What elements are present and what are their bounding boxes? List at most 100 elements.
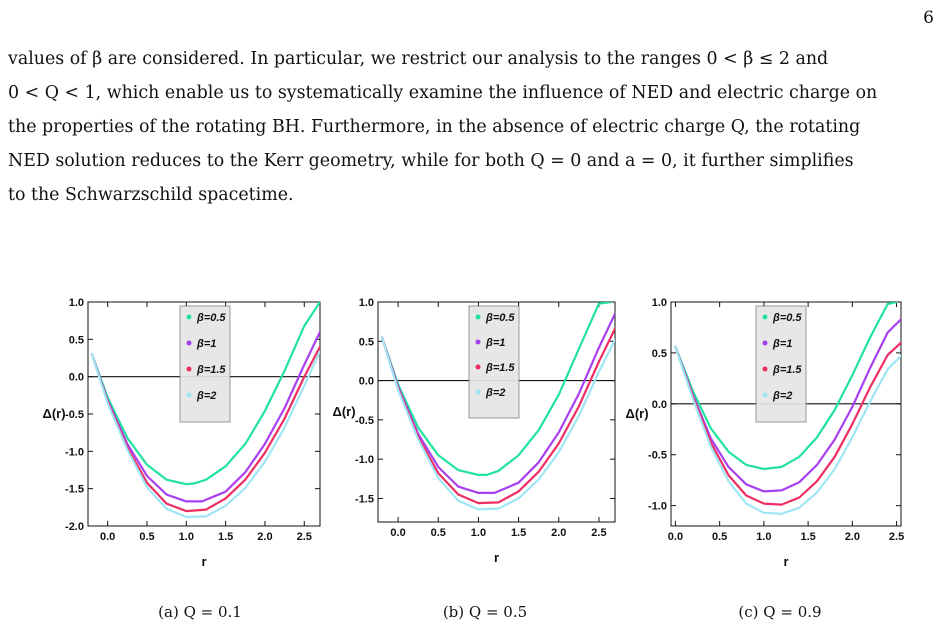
legend-marker	[186, 392, 192, 398]
page-number: 6	[923, 8, 934, 28]
paragraph-line: to the Schwarzschild spacetime.	[8, 185, 294, 205]
plot-frame	[377, 301, 616, 523]
legend-box	[755, 305, 807, 423]
legend-marker	[475, 339, 481, 345]
legend-marker	[186, 340, 192, 346]
legend-marker	[762, 366, 768, 372]
y-tick-label: 0.0	[652, 399, 667, 411]
y-axis-label: Δ(r)	[42, 406, 65, 421]
legend-label: β=0.5	[485, 312, 515, 324]
x-tick-label: 1.5	[218, 531, 233, 543]
figure-caption-b: (b) Q = 0.5	[442, 603, 528, 621]
legend-label: β=2	[772, 390, 792, 402]
legend-marker	[186, 366, 192, 372]
y-tick-label: -0.5	[648, 450, 667, 462]
x-axis-label: r	[494, 550, 499, 565]
series-line	[90, 302, 320, 486]
y-tick-label: 0.5	[69, 334, 84, 346]
series-line	[380, 336, 615, 511]
legend-label: β=1	[772, 338, 792, 350]
x-tick-label: 0.5	[431, 527, 446, 539]
x-tick-label: 1.5	[800, 531, 815, 543]
legend-label: β=1	[485, 337, 505, 349]
series-line	[674, 341, 901, 506]
x-tick-label: 2.5	[591, 527, 606, 539]
chart-a: 0.0 0.5 1.0 1.5 2.0 2.5 1.0 0.5 0.0 -0.5 -1.0 -1.5 -…	[42, 297, 321, 569]
y-tick-label: -0.5	[355, 415, 374, 427]
x-tick-label: 1.0	[179, 531, 194, 543]
legend-marker	[475, 314, 481, 320]
series-line	[674, 318, 901, 493]
y-tick-label: 0.0	[359, 376, 374, 388]
x-tick-label: 0.0	[390, 527, 405, 539]
legend-box	[179, 305, 231, 423]
legend-label: β=1	[196, 338, 216, 350]
y-axis-label: Δ(r)	[332, 404, 355, 419]
y-tick-label: -1.5	[355, 493, 374, 505]
legend-marker	[762, 314, 768, 320]
paragraph-line: 0 < Q < 1, which enable us to systematic…	[8, 83, 878, 103]
legend-marker	[475, 389, 481, 395]
body-paragraph: values of β are considered. In particula…	[8, 42, 936, 212]
chart-b: 0.0 0.5 1.0 1.5 2.0 2.5 1.0 0.5 0.0 -0.5 -1.0 -1.5 β…	[332, 297, 616, 565]
x-tick-label: 2.0	[845, 531, 860, 543]
x-tick-label: 1.5	[511, 527, 526, 539]
x-axis-label: r	[201, 554, 206, 569]
legend-label: β=2	[196, 390, 216, 402]
x-tick-label: 0.0	[100, 531, 115, 543]
y-tick-label: -1.0	[648, 501, 667, 513]
y-tick-label: 0.0	[69, 372, 84, 384]
series-group	[674, 302, 901, 515]
legend-label: β=1.5	[772, 364, 802, 376]
legend-label: β=1.5	[485, 362, 515, 374]
y-tick-label: -0.5	[65, 409, 84, 421]
x-tick-label: 1.0	[756, 531, 771, 543]
x-tick-label: 2.0	[551, 527, 566, 539]
legend-marker	[475, 364, 481, 370]
series-line	[90, 330, 320, 503]
series-group	[380, 302, 615, 511]
y-tick-label: 1.0	[69, 297, 84, 309]
legend-marker	[762, 340, 768, 346]
figure-panel-a: 0.0 0.5 1.0 1.5 2.0 2.5 1.0 0.5 0.0 -0.5 -1.0 -1.5 -…	[30, 290, 330, 580]
legend-label: β=1.5	[196, 364, 226, 376]
figure-panel-c: 0.0 0.5 1.0 1.5 2.0 2.5 1.0 0.5 0.0 -0.5 -1.0 β=0.5…	[615, 290, 915, 580]
paragraph-line: NED solution reduces to the Kerr geometr…	[8, 151, 854, 171]
figure-caption-a: (a) Q = 0.1	[158, 603, 242, 621]
x-tick-label: 0.0	[668, 531, 683, 543]
legend-label: β=2	[485, 387, 505, 399]
series-line	[674, 302, 898, 471]
legend-marker	[186, 314, 192, 320]
x-tick-label: 0.5	[139, 531, 154, 543]
x-tick-label: 2.5	[889, 531, 904, 543]
figure-caption-c: (c) Q = 0.9	[738, 603, 822, 621]
x-tick-label: 2.0	[257, 531, 272, 543]
legend-label: β=0.5	[772, 312, 802, 324]
y-tick-label: 1.0	[652, 297, 667, 309]
y-tick-label: 0.5	[652, 348, 667, 360]
chart-c: 0.0 0.5 1.0 1.5 2.0 2.5 1.0 0.5 0.0 -0.5 -1.0 β=0.5…	[625, 297, 904, 569]
y-tick-label: 0.5	[359, 336, 374, 348]
legend-label: β=0.5	[196, 312, 226, 324]
paragraph-line: values of β are considered. In particula…	[8, 49, 829, 69]
x-tick-label: 0.5	[712, 531, 727, 543]
x-tick-label: 2.5	[297, 531, 312, 543]
series-group	[90, 302, 320, 519]
figure-panel-b: 0.0 0.5 1.0 1.5 2.0 2.5 1.0 0.5 0.0 -0.5 -1.0 -1.5 β…	[325, 290, 625, 580]
series-line	[90, 350, 320, 519]
x-axis-label: r	[783, 554, 788, 569]
series-line	[380, 302, 613, 476]
paragraph-line: the properties of the rotating BH. Furth…	[8, 117, 861, 137]
series-line	[380, 312, 615, 494]
series-line	[674, 345, 901, 515]
y-tick-label: -2.0	[65, 521, 84, 533]
y-tick-label: -1.5	[65, 484, 84, 496]
legend-marker	[762, 392, 768, 398]
y-tick-label: 1.0	[359, 297, 374, 309]
y-tick-label: -1.0	[65, 446, 84, 458]
y-axis-label: Δ(r)	[625, 406, 648, 421]
x-tick-label: 1.0	[471, 527, 486, 539]
plot-frame	[670, 301, 902, 527]
y-tick-label: -1.0	[355, 454, 374, 466]
